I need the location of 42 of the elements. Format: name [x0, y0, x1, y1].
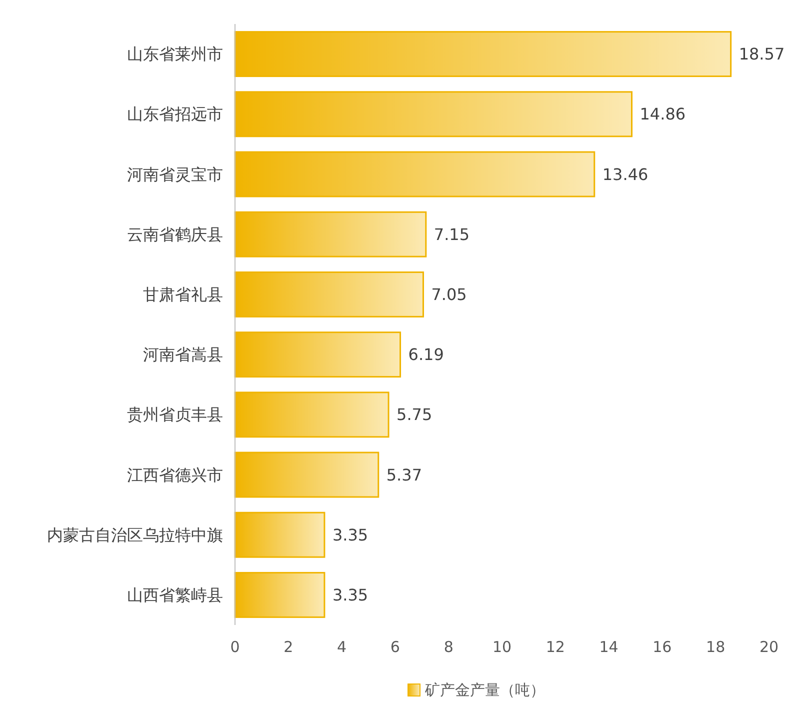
bar [234, 392, 390, 438]
data-label: 3.35 [332, 525, 368, 544]
x-tick-label: 20 [759, 638, 779, 656]
x-tick-label: 8 [444, 638, 454, 656]
bar [234, 271, 424, 318]
x-tick-label: 10 [492, 638, 512, 656]
bar [234, 91, 633, 138]
bar [234, 332, 402, 378]
data-label: 5.37 [386, 465, 422, 484]
bar [234, 211, 427, 258]
bar [234, 512, 326, 558]
bar [234, 452, 380, 498]
bar [234, 151, 596, 198]
data-label: 3.35 [332, 585, 368, 604]
data-label: 18.57 [738, 44, 785, 64]
bar [234, 31, 732, 78]
y-tick-label: 内蒙古自治区乌拉特中旗 [47, 525, 223, 544]
data-label: 14.86 [640, 104, 686, 124]
x-tick-label: 14 [599, 638, 618, 656]
data-label: 7.05 [431, 284, 467, 304]
x-tick-label: 2 [284, 638, 294, 656]
y-tick-label: 贵州省贞丰县 [127, 405, 223, 424]
legend-label: 矿产金产量（吨） [424, 681, 545, 699]
x-tick-label: 4 [337, 638, 347, 656]
y-tick-label: 山东省莱州市 [127, 44, 223, 64]
x-tick-label: 0 [230, 638, 240, 656]
data-label: 7.15 [434, 224, 470, 244]
y-tick-label: 山西省繁峙县 [127, 585, 223, 604]
y-tick-label: 云南省鹤庆县 [127, 224, 223, 244]
y-tick-label: 甘肃省礼县 [143, 284, 223, 304]
x-tick-label: 16 [652, 638, 672, 656]
y-tick-label: 江西省德兴市 [127, 465, 223, 484]
y-tick-label: 河南省嵩县 [143, 345, 223, 364]
y-tick-label: 河南省灵宝市 [127, 164, 223, 184]
data-label: 13.46 [602, 164, 648, 184]
x-tick-label: 18 [706, 638, 726, 656]
bar [234, 572, 326, 618]
data-label: 6.19 [408, 345, 444, 364]
x-tick-label: 12 [546, 638, 565, 656]
x-tick-label: 6 [390, 638, 400, 656]
y-tick-label: 山东省招远市 [127, 104, 223, 124]
data-label: 5.75 [396, 405, 432, 424]
